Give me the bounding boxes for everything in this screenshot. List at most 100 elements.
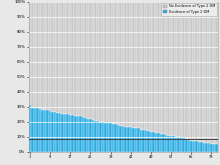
Bar: [157, 2, 160, 133]
Bar: [74, 116, 77, 152]
Bar: [187, 2, 190, 140]
Bar: [94, 121, 97, 152]
Bar: [142, 2, 145, 130]
Bar: [104, 123, 107, 152]
Bar: [170, 136, 172, 152]
Bar: [198, 142, 200, 152]
Bar: [99, 2, 102, 121]
Bar: [165, 135, 167, 152]
Bar: [195, 2, 198, 141]
Bar: [150, 132, 152, 152]
Bar: [125, 127, 127, 152]
Bar: [192, 2, 195, 141]
Bar: [130, 2, 132, 127]
Bar: [59, 2, 61, 113]
Bar: [213, 2, 215, 144]
Bar: [208, 143, 210, 152]
Bar: [200, 142, 203, 152]
Bar: [36, 108, 39, 152]
Bar: [198, 2, 200, 142]
Bar: [210, 144, 213, 152]
Bar: [31, 108, 34, 152]
Bar: [180, 2, 182, 137]
Bar: [142, 130, 145, 152]
Bar: [160, 133, 162, 152]
Bar: [192, 141, 195, 152]
Bar: [66, 2, 69, 114]
Bar: [114, 2, 117, 124]
Bar: [34, 108, 36, 152]
Bar: [59, 113, 61, 152]
Bar: [190, 2, 192, 141]
Bar: [54, 2, 56, 113]
Bar: [46, 110, 49, 152]
Bar: [36, 2, 39, 108]
Bar: [178, 137, 180, 152]
Bar: [157, 133, 160, 152]
Bar: [92, 2, 94, 120]
Bar: [44, 2, 46, 110]
Bar: [172, 2, 175, 136]
Bar: [46, 2, 49, 110]
Bar: [29, 2, 31, 105]
Bar: [104, 2, 107, 123]
Bar: [208, 2, 210, 143]
Bar: [178, 2, 180, 137]
Bar: [77, 2, 79, 116]
Bar: [64, 2, 66, 114]
Bar: [87, 2, 89, 119]
Bar: [61, 114, 64, 152]
Bar: [147, 131, 150, 152]
Bar: [44, 110, 46, 152]
Bar: [69, 115, 72, 152]
Bar: [99, 121, 102, 152]
Bar: [162, 2, 165, 134]
Bar: [84, 2, 87, 118]
Bar: [69, 2, 72, 115]
Bar: [172, 136, 175, 152]
Bar: [109, 2, 112, 123]
Bar: [109, 123, 112, 152]
Bar: [182, 138, 185, 152]
Bar: [84, 118, 87, 152]
Bar: [122, 126, 125, 152]
Bar: [203, 2, 205, 143]
Bar: [137, 128, 140, 152]
Bar: [89, 2, 92, 119]
Bar: [165, 2, 167, 135]
Bar: [215, 144, 218, 152]
Bar: [175, 2, 178, 137]
Bar: [155, 2, 157, 133]
Bar: [190, 141, 192, 152]
Bar: [203, 143, 205, 152]
Bar: [29, 105, 31, 152]
Bar: [152, 132, 155, 152]
Bar: [119, 126, 122, 152]
Bar: [87, 119, 89, 152]
Bar: [210, 2, 213, 144]
Bar: [72, 115, 74, 152]
Bar: [180, 137, 182, 152]
Bar: [213, 144, 215, 152]
Bar: [150, 2, 152, 132]
Bar: [185, 2, 187, 139]
Bar: [127, 2, 130, 127]
Bar: [130, 127, 132, 152]
Bar: [112, 124, 114, 152]
Bar: [147, 2, 150, 131]
Bar: [132, 2, 135, 128]
Bar: [94, 2, 97, 121]
Bar: [135, 128, 137, 152]
Bar: [49, 111, 51, 152]
Bar: [152, 2, 155, 132]
Bar: [39, 109, 41, 152]
Legend: No Evidence of Type 2 DM, Evidence of Type 2 DM: No Evidence of Type 2 DM, Evidence of Ty…: [161, 3, 217, 16]
Bar: [49, 2, 51, 111]
Bar: [112, 2, 114, 124]
Bar: [31, 2, 34, 108]
Bar: [132, 128, 135, 152]
Bar: [167, 2, 170, 136]
Bar: [51, 112, 54, 152]
Bar: [140, 130, 142, 152]
Bar: [41, 110, 44, 152]
